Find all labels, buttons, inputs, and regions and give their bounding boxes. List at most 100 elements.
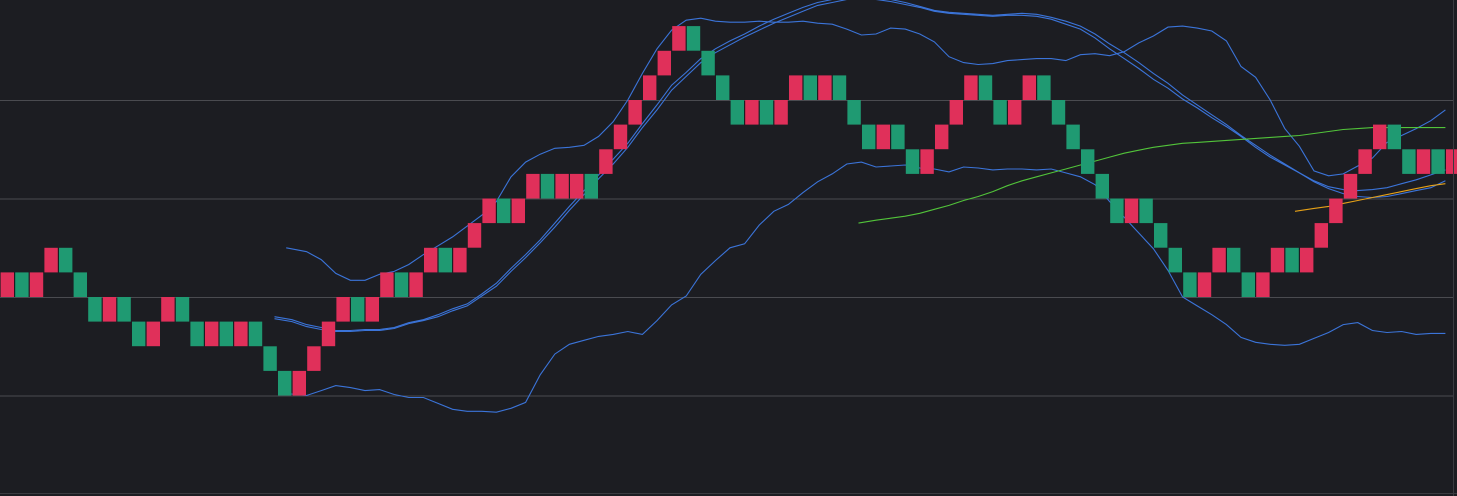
renko-brick-down[interactable]: [175, 297, 190, 322]
renko-brick-down[interactable]: [1081, 149, 1095, 174]
renko-brick-up[interactable]: [1124, 198, 1139, 224]
renko-brick-up[interactable]: [920, 149, 934, 174]
renko-brick-up[interactable]: [29, 272, 44, 297]
renko-brick-up[interactable]: [321, 321, 336, 347]
renko-brick-down[interactable]: [73, 272, 87, 297]
renko-brick-down[interactable]: [59, 247, 73, 273]
renko-brick-up[interactable]: [380, 272, 394, 297]
renko-brick-up[interactable]: [672, 26, 686, 51]
renko-brick-down[interactable]: [1051, 100, 1066, 125]
renko-brick-down[interactable]: [993, 100, 1007, 125]
renko-brick-up[interactable]: [336, 297, 350, 322]
renko-brick-up[interactable]: [1022, 75, 1036, 100]
renko-brick-up[interactable]: [292, 370, 306, 396]
renko-brick-up[interactable]: [1197, 272, 1212, 297]
renko-brick-down[interactable]: [263, 346, 277, 371]
renko-brick-down[interactable]: [497, 198, 511, 224]
renko-brick-down[interactable]: [803, 75, 817, 100]
renko-brick-up[interactable]: [818, 75, 832, 100]
renko-brick-down[interactable]: [1387, 124, 1401, 150]
renko-brick-up[interactable]: [1314, 223, 1328, 248]
renko-brick-down[interactable]: [978, 75, 993, 100]
renko-brick-up[interactable]: [613, 124, 628, 150]
renko-brick-down[interactable]: [117, 297, 131, 322]
renko-brick-up[interactable]: [789, 75, 803, 100]
renko-brick-down[interactable]: [832, 75, 847, 100]
renko-brick-down[interactable]: [891, 124, 905, 150]
renko-brick-down[interactable]: [540, 173, 555, 199]
renko-brick-down[interactable]: [394, 272, 409, 297]
renko-brick-up[interactable]: [745, 100, 759, 125]
renko-brick-down[interactable]: [1431, 149, 1445, 174]
renko-brick-down[interactable]: [1227, 247, 1241, 273]
renko-brick-down[interactable]: [1285, 247, 1299, 273]
renko-brick-up[interactable]: [1358, 149, 1372, 174]
renko-brick-up[interactable]: [161, 297, 175, 322]
renko-brick-up[interactable]: [424, 247, 438, 273]
renko-brick-up[interactable]: [511, 198, 525, 224]
renko-brick-down[interactable]: [1402, 149, 1416, 174]
renko-brick-down[interactable]: [1168, 247, 1182, 273]
renko-brick-up[interactable]: [409, 272, 423, 297]
renko-brick-down[interactable]: [701, 50, 715, 76]
renko-brick-up[interactable]: [964, 75, 978, 100]
renko-brick-down[interactable]: [847, 100, 861, 125]
renko-brick-down[interactable]: [1037, 75, 1051, 100]
renko-brick-down[interactable]: [1095, 173, 1109, 199]
renko-brick-down[interactable]: [730, 100, 744, 125]
renko-bricks[interactable]: [0, 26, 1457, 396]
renko-brick-up[interactable]: [365, 297, 379, 322]
renko-brick-up[interactable]: [555, 173, 569, 199]
renko-brick-up[interactable]: [599, 149, 613, 174]
renko-brick-up[interactable]: [949, 100, 963, 125]
renko-brick-down[interactable]: [1066, 124, 1080, 150]
renko-brick-up[interactable]: [234, 321, 248, 347]
renko-brick-down[interactable]: [1139, 198, 1153, 224]
renko-brick-down[interactable]: [759, 100, 774, 125]
renko-brick-up[interactable]: [1446, 149, 1457, 174]
renko-brick-up[interactable]: [628, 100, 642, 125]
renko-brick-up[interactable]: [102, 297, 117, 322]
renko-brick-up[interactable]: [643, 75, 657, 100]
renko-brick-down[interactable]: [248, 321, 263, 347]
renko-brick-down[interactable]: [15, 272, 29, 297]
renko-brick-down[interactable]: [190, 321, 204, 347]
renko-brick-up[interactable]: [526, 173, 540, 199]
renko-brick-up[interactable]: [205, 321, 219, 347]
renko-brick-down[interactable]: [1110, 198, 1124, 224]
renko-brick-down[interactable]: [278, 370, 292, 396]
renko-brick-up[interactable]: [876, 124, 890, 150]
renko-brick-up[interactable]: [467, 223, 482, 248]
renko-brick-down[interactable]: [862, 124, 876, 150]
renko-brick-up[interactable]: [1416, 149, 1431, 174]
renko-brick-up[interactable]: [774, 100, 788, 125]
renko-brick-up[interactable]: [935, 124, 949, 150]
renko-brick-up[interactable]: [1256, 272, 1270, 297]
renko-brick-down[interactable]: [584, 173, 598, 199]
renko-brick-down[interactable]: [905, 149, 920, 174]
renko-brick-down[interactable]: [716, 75, 730, 100]
renko-brick-down[interactable]: [686, 26, 701, 51]
renko-brick-down[interactable]: [1154, 223, 1168, 248]
renko-brick-up[interactable]: [1212, 247, 1226, 273]
renko-brick-up[interactable]: [453, 247, 467, 273]
renko-brick-up[interactable]: [307, 346, 321, 371]
renko-brick-up[interactable]: [570, 173, 584, 199]
renko-brick-down[interactable]: [219, 321, 233, 347]
renko-brick-up[interactable]: [1008, 100, 1022, 125]
renko-brick-down[interactable]: [351, 297, 365, 322]
renko-brick-down[interactable]: [88, 297, 102, 322]
renko-brick-down[interactable]: [1241, 272, 1255, 297]
renko-brick-up[interactable]: [1373, 124, 1387, 150]
renko-brick-up[interactable]: [1270, 247, 1285, 273]
renko-brick-down[interactable]: [132, 321, 146, 347]
renko-brick-up[interactable]: [657, 50, 671, 76]
renko-brick-up[interactable]: [1329, 198, 1343, 224]
renko-brick-up[interactable]: [1300, 247, 1314, 273]
renko-brick-up[interactable]: [1343, 173, 1358, 199]
renko-brick-up[interactable]: [482, 198, 496, 224]
renko-brick-up[interactable]: [44, 247, 58, 273]
renko-brick-down[interactable]: [438, 247, 452, 273]
